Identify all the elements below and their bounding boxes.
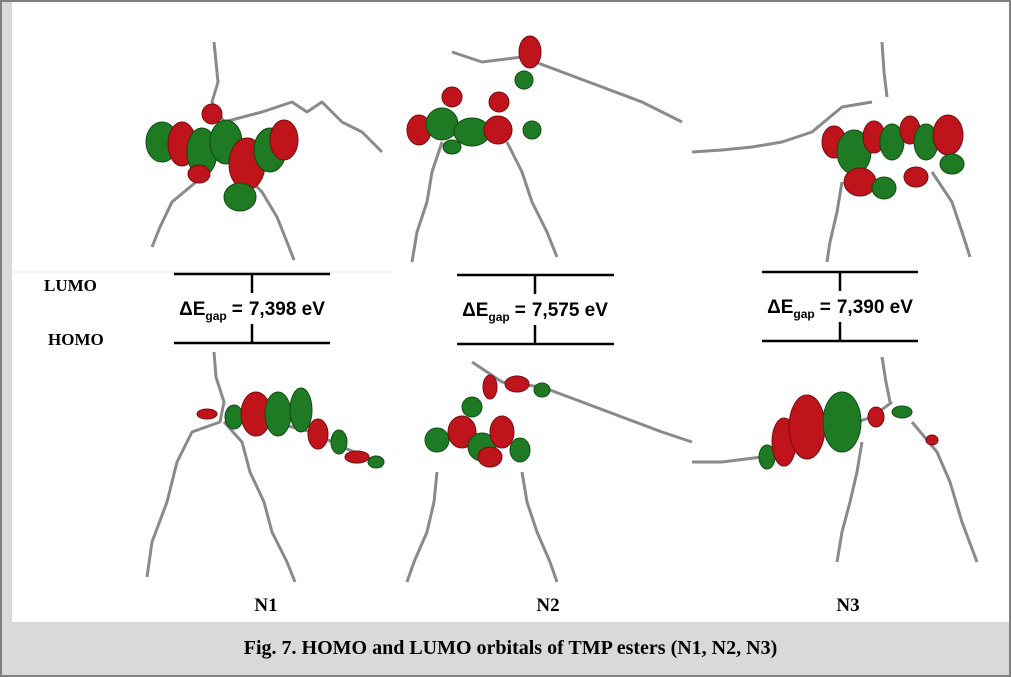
orbital-lobe [425, 107, 459, 141]
left-bar [2, 2, 12, 675]
skeleton [930, 171, 972, 258]
energy-diagram-n2: ΔEgap = 7,575 eV [457, 273, 614, 346]
lumo-label: LUMO [44, 276, 97, 295]
orbital-lobe [201, 103, 223, 125]
skeleton [223, 100, 384, 154]
molecule-n2-lumo [406, 35, 683, 263]
orbital-lobe [344, 450, 370, 464]
energy-gap: ΔEgap = 7,575 eV [462, 300, 608, 324]
orbital-lobe [441, 86, 463, 108]
orbital-lobe [224, 404, 244, 430]
molecule-n3-homo [692, 356, 979, 563]
orbital-lobe [289, 387, 313, 433]
orbital-lobe [477, 446, 503, 468]
energy-diagram-n1: ΔEgap = 7,398 eV [174, 272, 330, 345]
gap-value: 7,398 eV [249, 299, 325, 320]
orbital-lobe [533, 382, 551, 398]
molecule-n1-homo [145, 351, 385, 583]
homo-label: HOMO [48, 330, 104, 349]
orbital-lobe [367, 455, 385, 469]
figure-graphic: LUMO HOMO [12, 35, 979, 616]
molecule-n2-homo [405, 360, 693, 583]
skeleton [145, 351, 226, 578]
delta-symbol: ΔE [767, 297, 793, 318]
orbital-lobe [483, 115, 513, 145]
orbital-lobe [509, 437, 531, 463]
orbital-lobe [891, 405, 913, 419]
orbital-lobe [522, 120, 542, 140]
gap-subscript: gap [793, 307, 814, 321]
orbital-lobe [871, 176, 897, 200]
orbital-lobe [518, 35, 542, 69]
orbital-lobe [461, 396, 483, 418]
orbital-lobe [932, 114, 964, 156]
orbital-lobe [867, 406, 885, 428]
skeleton [825, 181, 844, 263]
orbital-lobe [269, 119, 299, 161]
orbital-lobe [187, 164, 211, 184]
orbital-lobe [822, 391, 862, 453]
skeleton [691, 100, 873, 154]
skeleton [471, 360, 693, 444]
equals-sign: = [232, 299, 243, 320]
skeleton [880, 41, 889, 98]
orbital-lobe [307, 418, 329, 450]
orbital-lobe [424, 427, 450, 453]
orbital-lobe [504, 375, 530, 393]
molecule-label: N2 [536, 595, 559, 616]
gap-value: 7,575 eV [532, 300, 608, 321]
skeleton [405, 471, 439, 583]
skeleton [910, 421, 979, 563]
skeleton [505, 141, 559, 258]
orbital-lobe [788, 394, 826, 460]
molecule-n3-lumo [691, 41, 972, 263]
energy-gap: ΔEgap = 7,390 eV [767, 297, 913, 321]
orbital-lobe [879, 123, 905, 161]
equals-sign: = [820, 297, 831, 318]
orbital-lobe [939, 153, 965, 175]
energy-gap: ΔEgap = 7,398 eV [179, 299, 325, 323]
orbital-lobe [489, 415, 515, 449]
skeleton [451, 50, 683, 124]
orbital-lobe [442, 139, 462, 155]
skeleton [410, 141, 444, 263]
orbital-lobe [264, 391, 292, 437]
orbital-lobe [482, 374, 498, 400]
gap-subscript: gap [205, 309, 226, 323]
skeleton [880, 356, 892, 403]
molecule-label: N1 [254, 595, 277, 616]
gap-subscript: gap [488, 310, 509, 324]
delta-symbol: ΔE [179, 299, 205, 320]
orbital-lobe [330, 429, 348, 455]
gap-value: 7,390 eV [837, 297, 913, 318]
equals-sign: = [515, 300, 526, 321]
orbital-lobe [514, 70, 534, 90]
orbital-lobe [447, 415, 477, 449]
skeleton [222, 420, 297, 583]
orbital-lobe [488, 91, 510, 113]
delta-symbol: ΔE [462, 300, 488, 321]
orbital-lobe [196, 408, 218, 420]
orbital-lobe [903, 166, 929, 188]
orbital-lobe [925, 434, 939, 446]
molecule-label: N3 [836, 595, 859, 616]
skeleton [835, 441, 864, 563]
molecule-n1-lumo [145, 41, 384, 261]
skeleton [520, 471, 559, 583]
orbital-lobe [223, 182, 257, 212]
energy-diagram-n3: ΔEgap = 7,390 eV [762, 270, 918, 343]
orbital-lobe [843, 167, 877, 197]
figure-caption: Fig. 7. HOMO and LUMO orbitals of TMP es… [12, 622, 1009, 675]
